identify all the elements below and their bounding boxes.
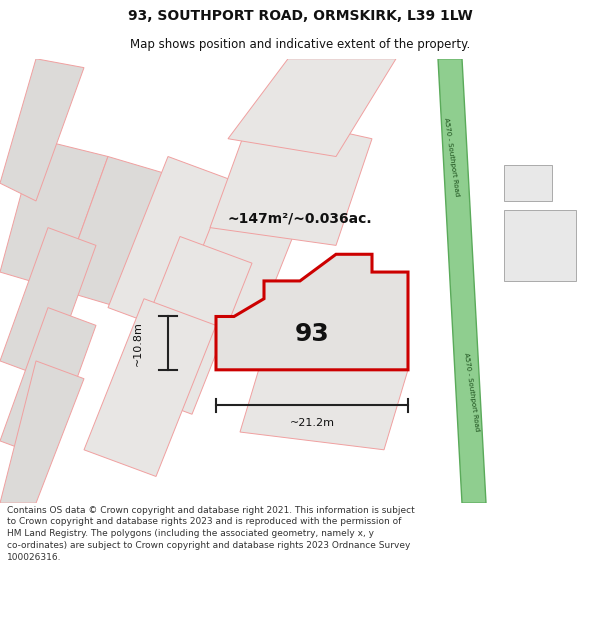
Polygon shape [168, 183, 300, 370]
Polygon shape [0, 361, 84, 503]
Polygon shape [120, 236, 252, 414]
Polygon shape [240, 352, 408, 450]
Text: ~147m²/~0.036ac.: ~147m²/~0.036ac. [227, 212, 373, 226]
Polygon shape [0, 59, 84, 201]
Text: A570 - Southport Road: A570 - Southport Road [443, 117, 460, 196]
Text: A570 - Southport Road: A570 - Southport Road [463, 352, 479, 432]
Polygon shape [504, 166, 552, 201]
Polygon shape [60, 156, 168, 308]
Text: 93: 93 [295, 322, 329, 346]
Polygon shape [0, 308, 96, 459]
Text: Map shows position and indicative extent of the property.: Map shows position and indicative extent… [130, 38, 470, 51]
Polygon shape [0, 228, 96, 379]
Polygon shape [0, 139, 108, 290]
Text: ~21.2m: ~21.2m [290, 418, 335, 428]
Polygon shape [210, 112, 372, 246]
Polygon shape [84, 299, 216, 476]
Text: 93, SOUTHPORT ROAD, ORMSKIRK, L39 1LW: 93, SOUTHPORT ROAD, ORMSKIRK, L39 1LW [128, 9, 472, 24]
Text: Contains OS data © Crown copyright and database right 2021. This information is : Contains OS data © Crown copyright and d… [7, 506, 415, 562]
Polygon shape [228, 59, 396, 156]
Polygon shape [504, 210, 576, 281]
Polygon shape [438, 59, 486, 503]
Text: ~10.8m: ~10.8m [133, 321, 143, 366]
Polygon shape [216, 254, 408, 370]
Polygon shape [108, 156, 240, 334]
